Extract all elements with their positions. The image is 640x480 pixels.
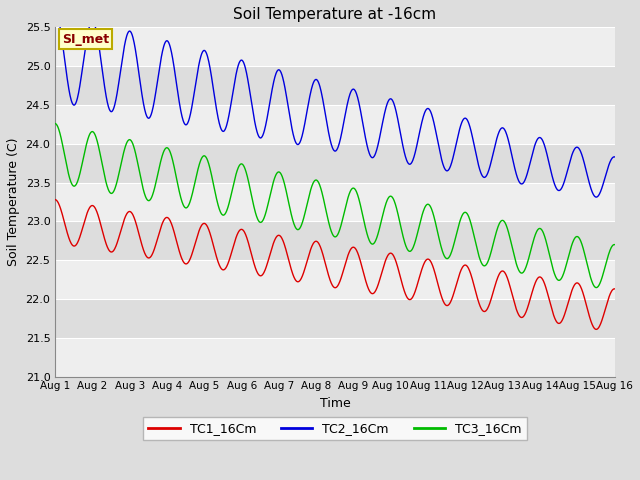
TC1_16Cm <box>544 293 552 299</box>
TC2_16Cm <box>176 101 184 107</box>
TC2_16Cm <box>422 108 429 113</box>
Text: SI_met: SI_met <box>62 33 109 46</box>
Line: TC3_16Cm: TC3_16Cm <box>55 123 614 288</box>
Line: TC2_16Cm: TC2_16Cm <box>55 12 614 197</box>
Y-axis label: Soil Temperature (C): Soil Temperature (C) <box>7 138 20 266</box>
Bar <box>55 221 614 260</box>
TC3_16Cm <box>544 247 552 252</box>
TC1_16Cm <box>51 197 59 203</box>
TC1_16Cm <box>176 250 184 255</box>
Bar <box>55 260 614 299</box>
TC3_16Cm <box>422 203 429 209</box>
X-axis label: Time: Time <box>319 397 350 410</box>
Legend: TC1_16Cm, TC2_16Cm, TC3_16Cm: TC1_16Cm, TC2_16Cm, TC3_16Cm <box>143 417 527 440</box>
Title: Soil Temperature at -16cm: Soil Temperature at -16cm <box>234 7 436 22</box>
TC1_16Cm <box>422 258 429 264</box>
TC2_16Cm <box>611 154 618 160</box>
TC2_16Cm <box>495 130 502 135</box>
TC2_16Cm <box>51 9 59 14</box>
TC2_16Cm <box>593 194 600 200</box>
Bar <box>55 105 614 144</box>
Bar <box>55 338 614 377</box>
TC3_16Cm <box>51 120 59 126</box>
TC3_16Cm <box>495 222 502 228</box>
TC3_16Cm <box>176 190 184 196</box>
Line: TC1_16Cm: TC1_16Cm <box>55 200 614 329</box>
Bar <box>55 27 614 66</box>
TC2_16Cm <box>544 156 552 162</box>
Bar <box>55 144 614 182</box>
TC1_16Cm <box>611 286 618 292</box>
TC1_16Cm <box>495 272 502 278</box>
TC3_16Cm <box>593 285 600 290</box>
TC2_16Cm <box>162 38 170 44</box>
Bar <box>55 182 614 221</box>
Bar <box>55 66 614 105</box>
TC1_16Cm <box>593 326 600 332</box>
TC1_16Cm <box>238 227 246 232</box>
TC1_16Cm <box>162 215 170 220</box>
Bar <box>55 299 614 338</box>
TC2_16Cm <box>238 58 246 63</box>
TC3_16Cm <box>162 145 170 151</box>
TC3_16Cm <box>611 242 618 248</box>
TC3_16Cm <box>238 161 246 167</box>
